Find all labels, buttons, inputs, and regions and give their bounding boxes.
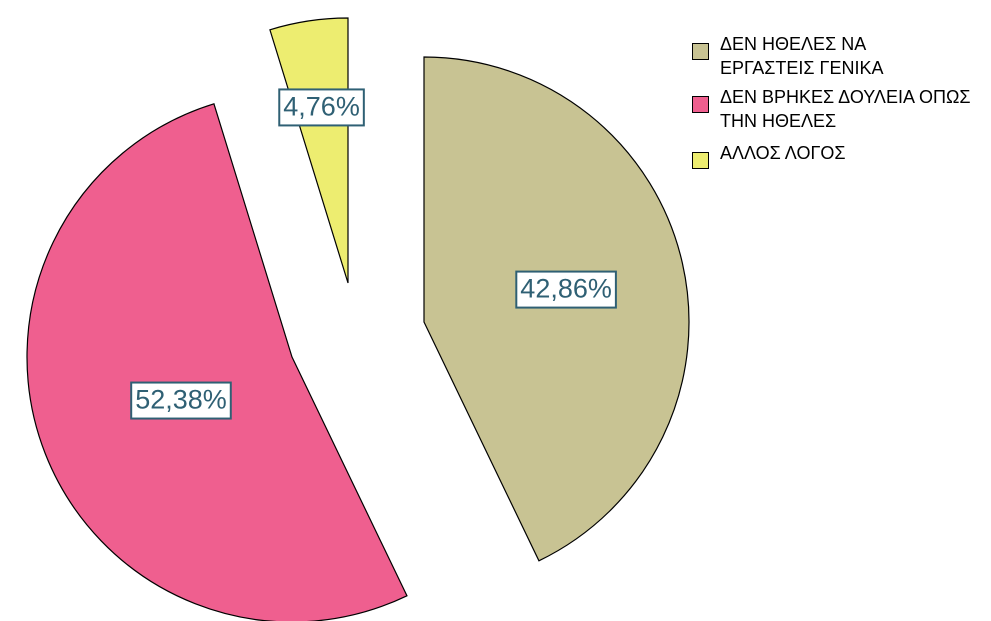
legend-swatch — [692, 152, 709, 169]
legend-label: ΔΕΝ ΗΘΕΛΕΣ ΝΑ ΕΡΓΑΣΤΕΙΣ ΓΕΝΙΚΑ — [720, 34, 884, 78]
legend-label: ΔΕΝ ΒΡΗΚΕΣ ΔΟΥΛΕΙΑ ΟΠΩΣ ΤΗΝ ΗΘΕΛΕΣ — [720, 87, 971, 131]
value-label-box — [130, 381, 232, 420]
value-label-box — [515, 270, 617, 309]
pie-slice — [26, 103, 408, 621]
value-label-text: 4,76% — [283, 92, 360, 122]
value-label-text: 52,38% — [135, 385, 227, 415]
pie-slice — [423, 56, 690, 562]
legend: ΔΕΝ ΗΘΕΛΕΣ ΝΑ ΕΡΓΑΣΤΕΙΣ ΓΕΝΙΚΑ ΔΕΝ ΒΡΗΚΕΣ… — [690, 32, 988, 170]
legend-swatch — [692, 43, 709, 60]
legend-entry: ΔΕΝ ΒΡΗΚΕΣ ΔΟΥΛΕΙΑ ΟΠΩΣ ΤΗΝ ΗΘΕΛΕΣ — [690, 85, 988, 133]
value-label: 4,76% — [278, 88, 365, 127]
legend-entry: ΑΛΛΟΣ ΛΟΓΟΣ — [690, 141, 960, 169]
legend-entry: ΔΕΝ ΗΘΕΛΕΣ ΝΑ ΕΡΓΑΣΤΕΙΣ ΓΕΝΙΚΑ — [690, 32, 920, 80]
value-label: 52,38% — [130, 381, 232, 420]
legend-label: ΑΛΛΟΣ ΛΟΓΟΣ — [720, 143, 846, 163]
value-label: 42,86% — [515, 270, 617, 309]
value-label-text: 42,86% — [520, 274, 612, 304]
value-label-box — [278, 88, 365, 127]
legend-swatch — [692, 96, 709, 113]
pie-slice — [269, 17, 349, 284]
